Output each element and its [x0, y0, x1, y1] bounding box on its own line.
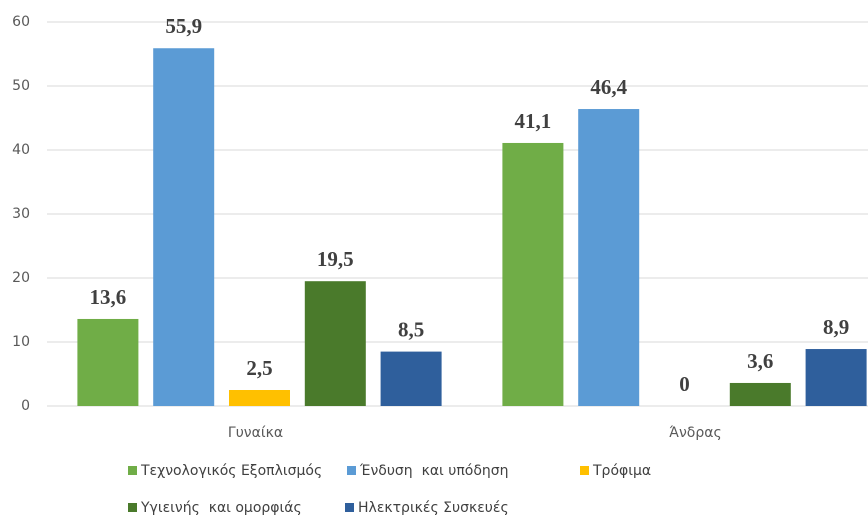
y-tick-label: 20 — [12, 270, 30, 286]
y-tick-label: 10 — [12, 334, 30, 350]
value-label: 8,5 — [398, 317, 424, 341]
y-tick-label: 60 — [12, 14, 30, 30]
y-tick-label: 30 — [12, 206, 30, 222]
y-tick-label: 40 — [12, 142, 30, 158]
legend-label: Τεχνολογικός Εξοπλισμός — [140, 463, 322, 479]
legend-label: Ένδυση και υπόδηση — [359, 463, 509, 479]
value-label: 46,4 — [590, 75, 627, 99]
legend-swatch — [128, 466, 137, 475]
legend-label: Υγιεινής και ομορφιάς — [140, 500, 302, 516]
bar — [729, 382, 791, 406]
y-tick-label: 50 — [12, 78, 30, 94]
x-tick-label: Άνδρας — [669, 425, 721, 441]
value-label: 13,6 — [90, 285, 127, 309]
bar — [77, 318, 139, 406]
bar — [304, 281, 366, 406]
bar — [578, 109, 640, 406]
bar — [380, 351, 442, 406]
bar — [153, 48, 215, 407]
legend-swatch — [345, 503, 354, 512]
y-tick-label: 0 — [21, 398, 30, 414]
legend-swatch — [128, 503, 137, 512]
value-label: 55,9 — [165, 14, 202, 38]
value-label: 0 — [679, 372, 690, 396]
x-tick-label: Γυναίκα — [228, 425, 283, 441]
bar — [229, 390, 290, 406]
bar — [502, 142, 564, 406]
legend-swatch — [347, 466, 356, 475]
value-label: 2,5 — [246, 356, 272, 380]
bar — [805, 349, 867, 406]
value-label: 41,1 — [515, 109, 552, 133]
value-label: 8,9 — [823, 315, 849, 339]
legend-swatch — [580, 466, 589, 475]
legend-label: Τρόφιμα — [592, 463, 651, 479]
value-label: 19,5 — [317, 247, 354, 271]
value-label: 3,6 — [747, 349, 773, 373]
legend-label: Ηλεκτρικές Συσκευές — [358, 500, 509, 516]
